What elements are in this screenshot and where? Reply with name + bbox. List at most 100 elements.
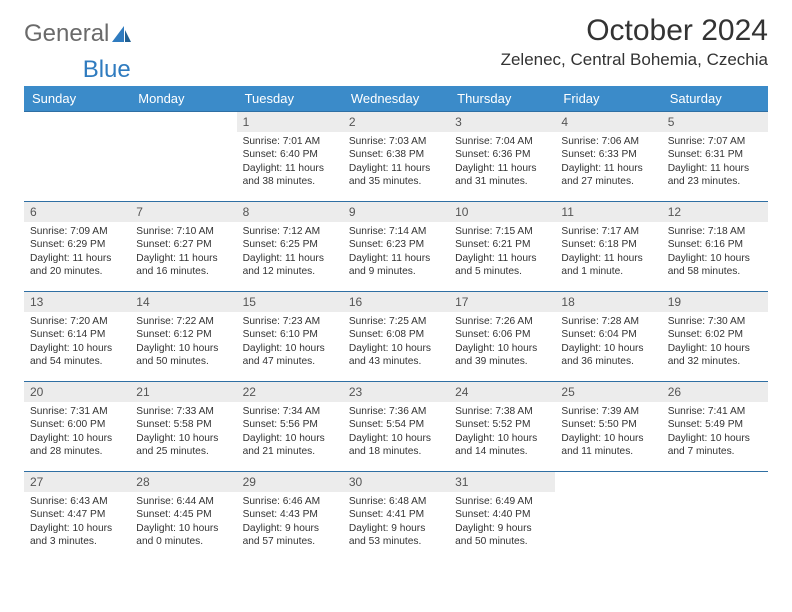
day-number: 13 <box>24 292 130 312</box>
calendar-day-cell: 30Sunrise: 6:48 AMSunset: 4:41 PMDayligh… <box>343 472 449 562</box>
day-details: Sunrise: 7:07 AMSunset: 6:31 PMDaylight:… <box>662 132 768 193</box>
sunrise-line: Sunrise: 7:14 AM <box>349 225 443 238</box>
daylight-line: Daylight: 9 hours and 53 minutes. <box>349 522 443 549</box>
day-number: 26 <box>662 382 768 402</box>
day-details: Sunrise: 7:34 AMSunset: 5:56 PMDaylight:… <box>237 402 343 463</box>
day-details: Sunrise: 7:04 AMSunset: 6:36 PMDaylight:… <box>449 132 555 193</box>
calendar-day-cell: 4 Sunrise: 7:06 AMSunset: 6:33 PMDaylight… <box>555 112 661 202</box>
sunrise-line: Sunrise: 7:28 AM <box>561 315 655 328</box>
sunrise-line: Sunrise: 6:43 AM <box>30 495 124 508</box>
sunset-line: Sunset: 6:23 PM <box>349 238 443 251</box>
day-number: 2 <box>343 112 449 132</box>
calendar-day-cell: 2Sunrise: 7:03 AMSunset: 6:38 PMDaylight… <box>343 112 449 202</box>
calendar-table: SundayMondayTuesdayWednesdayThursdayFrid… <box>24 86 768 562</box>
day-number: 27 <box>24 472 130 492</box>
day-number: 4 <box>555 112 661 132</box>
sunrise-line: Sunrise: 7:36 AM <box>349 405 443 418</box>
daylight-line: Daylight: 10 hours and 47 minutes. <box>243 342 337 369</box>
day-details: Sunrise: 7:09 AMSunset: 6:29 PMDaylight:… <box>24 222 130 283</box>
calendar-week-row: 6Sunrise: 7:09 AMSunset: 6:29 PMDaylight… <box>24 202 768 292</box>
day-number: 8 <box>237 202 343 222</box>
daylight-line: Daylight: 11 hours and 31 minutes. <box>455 162 549 189</box>
sunrise-line: Sunrise: 7:41 AM <box>668 405 762 418</box>
calendar-day-cell: 12Sunrise: 7:18 AMSunset: 6:16 PMDayligh… <box>662 202 768 292</box>
day-number: 15 <box>237 292 343 312</box>
sunset-line: Sunset: 4:45 PM <box>136 508 230 521</box>
sunset-line: Sunset: 6:10 PM <box>243 328 337 341</box>
sunrise-line: Sunrise: 6:49 AM <box>455 495 549 508</box>
day-number: 6 <box>24 202 130 222</box>
sunset-line: Sunset: 5:56 PM <box>243 418 337 431</box>
daylight-line: Daylight: 10 hours and 43 minutes. <box>349 342 443 369</box>
daylight-line: Daylight: 10 hours and 14 minutes. <box>455 432 549 459</box>
calendar-week-row: 27Sunrise: 6:43 AMSunset: 4:47 PMDayligh… <box>24 472 768 562</box>
daylight-line: Daylight: 10 hours and 36 minutes. <box>561 342 655 369</box>
daylight-line: Daylight: 11 hours and 27 minutes. <box>561 162 655 189</box>
daylight-line: Daylight: 10 hours and 11 minutes. <box>561 432 655 459</box>
sunset-line: Sunset: 4:47 PM <box>30 508 124 521</box>
sunset-line: Sunset: 6:00 PM <box>30 418 124 431</box>
sunrise-line: Sunrise: 7:25 AM <box>349 315 443 328</box>
sunrise-line: Sunrise: 7:18 AM <box>668 225 762 238</box>
day-details: Sunrise: 7:38 AMSunset: 5:52 PMDaylight:… <box>449 402 555 463</box>
sunset-line: Sunset: 5:49 PM <box>668 418 762 431</box>
calendar-day-cell: 19Sunrise: 7:30 AMSunset: 6:02 PMDayligh… <box>662 292 768 382</box>
sunset-line: Sunset: 4:43 PM <box>243 508 337 521</box>
calendar-day-cell: 3Sunrise: 7:04 AMSunset: 6:36 PMDaylight… <box>449 112 555 202</box>
day-number: 17 <box>449 292 555 312</box>
daylight-line: Daylight: 11 hours and 9 minutes. <box>349 252 443 279</box>
day-details: Sunrise: 7:28 AMSunset: 6:04 PMDaylight:… <box>555 312 661 373</box>
sunrise-line: Sunrise: 7:12 AM <box>243 225 337 238</box>
calendar-week-row: ....1Sunrise: 7:01 AMSunset: 6:40 PMDayl… <box>24 112 768 202</box>
calendar-header-row: SundayMondayTuesdayWednesdayThursdayFrid… <box>24 86 768 112</box>
day-number: 23 <box>343 382 449 402</box>
calendar-day-cell: 1Sunrise: 7:01 AMSunset: 6:40 PMDaylight… <box>237 112 343 202</box>
day-number: 12 <box>662 202 768 222</box>
sunrise-line: Sunrise: 7:06 AM <box>561 135 655 148</box>
day-details: Sunrise: 7:36 AMSunset: 5:54 PMDaylight:… <box>343 402 449 463</box>
sunrise-line: Sunrise: 7:22 AM <box>136 315 230 328</box>
calendar-day-cell: 9Sunrise: 7:14 AMSunset: 6:23 PMDaylight… <box>343 202 449 292</box>
calendar-day-cell: 14Sunrise: 7:22 AMSunset: 6:12 PMDayligh… <box>130 292 236 382</box>
sunset-line: Sunset: 6:18 PM <box>561 238 655 251</box>
sunset-line: Sunset: 6:33 PM <box>561 148 655 161</box>
sunrise-line: Sunrise: 7:07 AM <box>668 135 762 148</box>
day-number: 19 <box>662 292 768 312</box>
calendar-day-cell: 8Sunrise: 7:12 AMSunset: 6:25 PMDaylight… <box>237 202 343 292</box>
daylight-line: Daylight: 10 hours and 58 minutes. <box>668 252 762 279</box>
calendar-day-cell: .. <box>662 472 768 562</box>
sunrise-line: Sunrise: 7:30 AM <box>668 315 762 328</box>
daylight-line: Daylight: 10 hours and 7 minutes. <box>668 432 762 459</box>
day-number: 3 <box>449 112 555 132</box>
logo-sail-icon <box>111 24 133 44</box>
day-details: Sunrise: 7:03 AMSunset: 6:38 PMDaylight:… <box>343 132 449 193</box>
daylight-line: Daylight: 9 hours and 57 minutes. <box>243 522 337 549</box>
calendar-body: ....1Sunrise: 7:01 AMSunset: 6:40 PMDayl… <box>24 112 768 562</box>
weekday-header: Saturday <box>662 86 768 112</box>
sunset-line: Sunset: 6:04 PM <box>561 328 655 341</box>
daylight-line: Daylight: 10 hours and 32 minutes. <box>668 342 762 369</box>
calendar-day-cell: 27 Sunrise: 6:43 AMSunset: 4:47 PMDayligh… <box>24 472 130 562</box>
sunrise-line: Sunrise: 7:04 AM <box>455 135 549 148</box>
sunrise-line: Sunrise: 7:01 AM <box>243 135 337 148</box>
calendar-day-cell: 15Sunrise: 7:23 AMSunset: 6:10 PMDayligh… <box>237 292 343 382</box>
day-details: Sunrise: 7:14 AMSunset: 6:23 PMDaylight:… <box>343 222 449 283</box>
daylight-line: Daylight: 11 hours and 5 minutes. <box>455 252 549 279</box>
daylight-line: Daylight: 11 hours and 38 minutes. <box>243 162 337 189</box>
daylight-line: Daylight: 10 hours and 3 minutes. <box>30 522 124 549</box>
day-number: 22 <box>237 382 343 402</box>
calendar-week-row: 13Sunrise: 7:20 AMSunset: 6:14 PMDayligh… <box>24 292 768 382</box>
calendar-day-cell: 5Sunrise: 7:07 AMSunset: 6:31 PMDaylight… <box>662 112 768 202</box>
day-number: 16 <box>343 292 449 312</box>
sunset-line: Sunset: 6:14 PM <box>30 328 124 341</box>
logo-text-1: General <box>24 20 109 48</box>
sunset-line: Sunset: 4:41 PM <box>349 508 443 521</box>
calendar-day-cell: 28Sunrise: 6:44 AMSunset: 4:45 PMDayligh… <box>130 472 236 562</box>
sunset-line: Sunset: 6:25 PM <box>243 238 337 251</box>
sunset-line: Sunset: 6:08 PM <box>349 328 443 341</box>
day-details: Sunrise: 6:48 AMSunset: 4:41 PMDaylight:… <box>343 492 449 553</box>
sunset-line: Sunset: 6:29 PM <box>30 238 124 251</box>
weekday-header: Friday <box>555 86 661 112</box>
sunset-line: Sunset: 6:38 PM <box>349 148 443 161</box>
month-title: October 2024 <box>501 14 768 48</box>
